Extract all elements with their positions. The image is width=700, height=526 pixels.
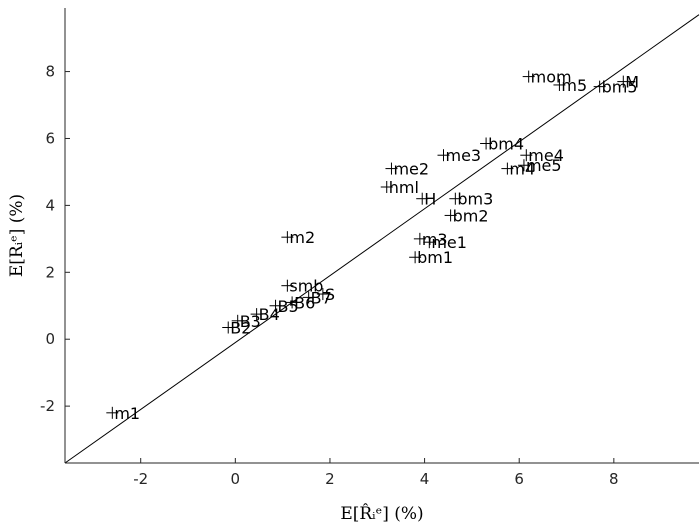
- point-label: me3: [446, 146, 482, 165]
- point-label: m1: [114, 404, 140, 423]
- point-label: m4: [509, 160, 535, 179]
- point-label: bm1: [417, 248, 453, 267]
- y-tick-label: 0: [45, 330, 55, 348]
- point-label: S: [325, 285, 335, 304]
- point-label: me5: [526, 156, 562, 175]
- x-tick-label: 4: [420, 470, 430, 488]
- point-label: me1: [431, 233, 467, 252]
- point-label: bm3: [457, 190, 493, 209]
- point-label: me2: [393, 160, 429, 179]
- x-tick-label: 0: [231, 470, 241, 488]
- data-point-mom: mom: [522, 68, 572, 87]
- point-label: B5: [278, 297, 299, 316]
- data-point-bm1: bm1: [409, 248, 453, 267]
- y-tick-label: 8: [45, 63, 55, 81]
- reference-line: [64, 14, 700, 464]
- x-tick-label: 2: [325, 470, 335, 488]
- data-point-B5: B5: [269, 297, 299, 316]
- point-label: M: [625, 73, 639, 92]
- data-point-me4: me4: [520, 146, 564, 165]
- point-label: B4: [259, 305, 280, 324]
- y-tick-label: -2: [40, 397, 55, 415]
- point-label: bm2: [453, 206, 489, 225]
- data-point-me1: me1: [423, 233, 467, 252]
- reference-line-group: [64, 14, 700, 464]
- y-tick-label: 2: [45, 263, 55, 281]
- data-point-bm4: bm4: [480, 134, 524, 153]
- y-axis: -2 0 2 4 6 8: [40, 63, 70, 415]
- data-point-m2: m2: [281, 228, 315, 247]
- point-label: mom: [531, 68, 572, 87]
- data-point-H: H: [416, 190, 436, 209]
- data-point-smb: smb: [281, 277, 323, 296]
- point-label: B3: [240, 312, 261, 331]
- data-point-hml: hml: [380, 178, 419, 197]
- data-point-M: M: [617, 73, 639, 92]
- point-label: H: [424, 190, 436, 209]
- point-label: B2: [230, 319, 251, 338]
- data-point-B2: B2: [222, 319, 251, 338]
- point-label: me4: [528, 146, 564, 165]
- x-axis-label: E[R̂ᵢᵉ] (%): [340, 504, 423, 524]
- x-axis: -2 0 2 4 6 8: [133, 458, 619, 488]
- point-label: m2: [289, 228, 315, 247]
- data-point-m5: m5: [553, 76, 587, 95]
- point-label: smb: [289, 277, 323, 296]
- data-point-m1: m1: [106, 404, 140, 423]
- y-tick-label: 4: [45, 196, 55, 214]
- data-point-B7: B7: [302, 288, 332, 307]
- point-label: hml: [389, 178, 419, 197]
- y-axis-label: E[Rᵢᵉ] (%): [7, 194, 27, 277]
- data-point-me3: me3: [437, 146, 482, 165]
- data-point-B3: B3: [231, 312, 261, 331]
- point-label: B7: [311, 288, 332, 307]
- point-label: bm4: [488, 134, 524, 153]
- point-label: bm5: [602, 78, 638, 97]
- x-tick-label: 6: [514, 470, 524, 488]
- data-point-bm3: bm3: [449, 190, 493, 209]
- data-point-bm2: bm2: [444, 206, 489, 225]
- plot-area: [65, 8, 699, 463]
- data-point-bm5: bm5: [593, 78, 638, 97]
- data-point-m4: m4: [501, 160, 535, 179]
- x-tick-label: 8: [609, 470, 619, 488]
- x-tick-label: -2: [133, 470, 148, 488]
- data-point-me2: me2: [385, 160, 429, 179]
- data-point-me5: me5: [517, 156, 562, 175]
- point-label: B6: [294, 293, 315, 312]
- data-point-B6: B6: [286, 293, 315, 312]
- data-point-m3: m3: [413, 230, 448, 249]
- point-label: m5: [561, 76, 587, 95]
- data-point-B4: B4: [250, 305, 280, 324]
- point-label: m3: [422, 230, 448, 249]
- y-tick-label: 6: [45, 129, 55, 147]
- data-point-S: S: [316, 285, 335, 304]
